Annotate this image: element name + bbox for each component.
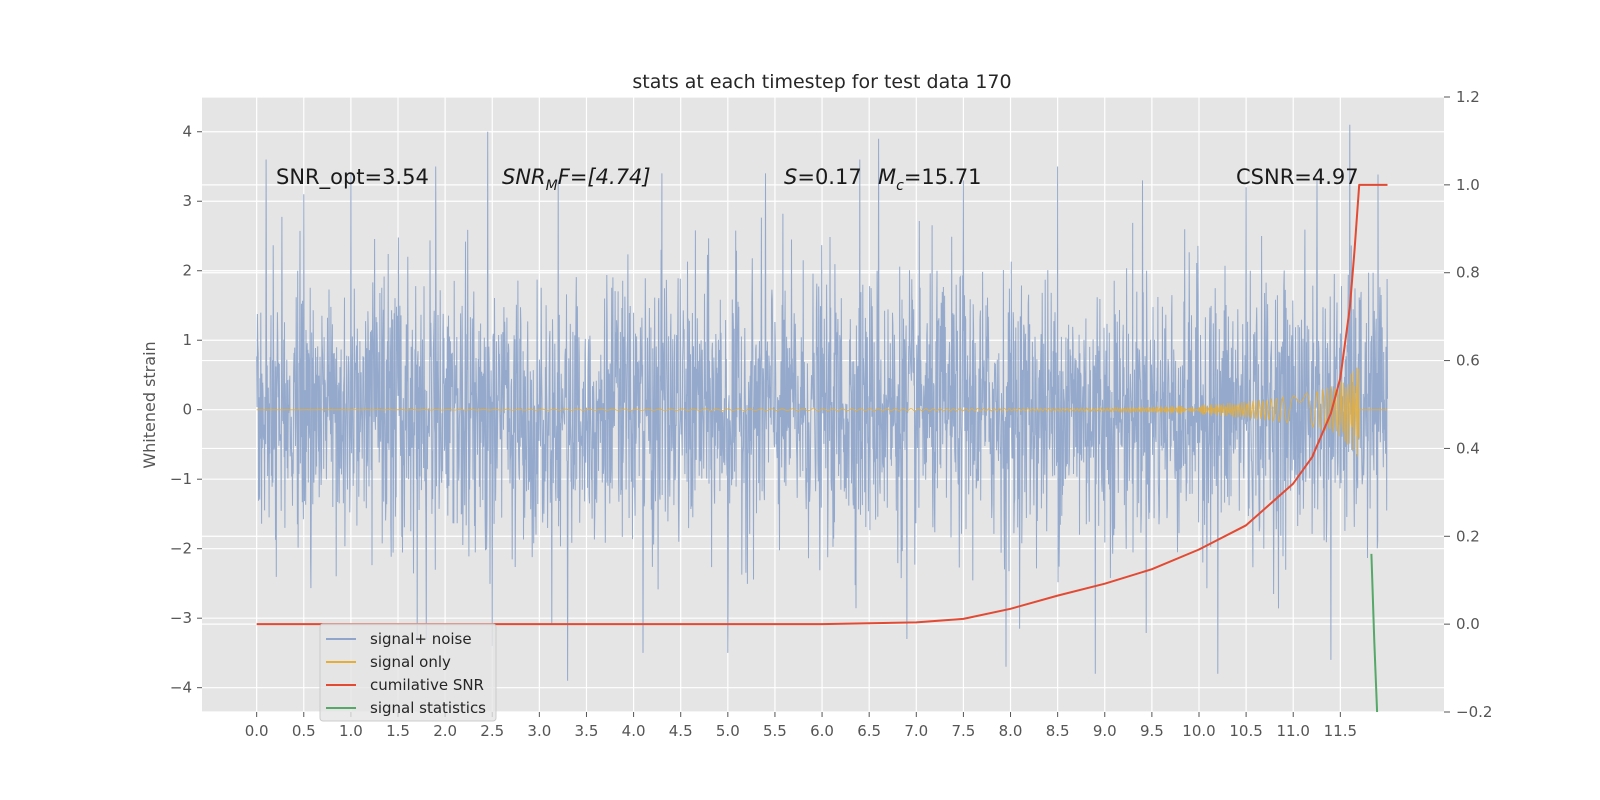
x-tick-label: 7.0 — [904, 722, 928, 740]
x-tick-label: 11.0 — [1277, 722, 1310, 740]
y-right-tick-label: 0.0 — [1456, 615, 1480, 633]
x-tick-label: 8.0 — [999, 722, 1023, 740]
x-tick-label: 7.5 — [951, 722, 975, 740]
x-tick-label: 11.5 — [1324, 722, 1357, 740]
x-tick-label: 4.5 — [669, 722, 693, 740]
annotation-csnr: CSNR=4.97 — [1236, 165, 1359, 189]
x-tick-label: 1.0 — [339, 722, 363, 740]
chart-title: stats at each timestep for test data 170 — [632, 71, 1011, 93]
x-tick-label: 3.5 — [575, 722, 599, 740]
x-tick-label: 2.5 — [480, 722, 504, 740]
y-right-tick-label: 0.8 — [1456, 264, 1480, 282]
y-tick-label: −1 — [170, 470, 192, 488]
annotation-mc: Mc=15.71 — [878, 165, 982, 194]
x-tick-label: 0.0 — [245, 722, 269, 740]
x-tick-label: 10.0 — [1182, 722, 1215, 740]
y-right-tick-label: 1.2 — [1456, 88, 1480, 106]
mc-value: =15.71 — [904, 165, 982, 189]
annotation-s: S=0.17 — [784, 165, 862, 189]
y-tick-label: 2 — [182, 262, 192, 280]
x-tick-label: 10.5 — [1229, 722, 1262, 740]
y-right-tick-label: −0.2 — [1456, 703, 1492, 721]
mc-symbol: M — [878, 165, 896, 189]
x-tick-label: 6.5 — [857, 722, 881, 740]
s-value: =0.17 — [797, 165, 861, 189]
axes: 0.0 0.5 1.0 1.5 2.0 2.5 3.0 3.5 4.0 4.5 5.0 5.5 6.0 6… — [170, 88, 1493, 740]
signal-only-line — [256, 367, 1388, 457]
y-tick-label: 0 — [182, 401, 192, 419]
snr-mf-symbol: SNR — [502, 165, 546, 189]
legend: signal+ noise signal only cumilative SNR… — [319, 623, 497, 722]
x-tick-label: 5.0 — [716, 722, 740, 740]
legend-label-signal-statistics: signal statistics — [370, 699, 486, 717]
y-tick-label: −4 — [170, 679, 192, 697]
x-tick-label: 2.0 — [433, 722, 457, 740]
x-tick-label: 9.0 — [1093, 722, 1117, 740]
x-tick-label: 5.5 — [763, 722, 787, 740]
y-tick-label: 4 — [182, 123, 192, 141]
y-right-tick-label: 0.4 — [1456, 439, 1480, 457]
x-tick-label: 3.0 — [527, 722, 551, 740]
x-tick-label: 8.5 — [1046, 722, 1070, 740]
annotation-snr-opt: SNR_opt=3.54 — [276, 165, 429, 190]
legend-label-cumulative-snr: cumilative SNR — [370, 676, 484, 694]
legend-label-signal-noise: signal+ noise — [370, 630, 472, 648]
cumulative-snr-line — [256, 183, 1388, 626]
x-tick-label: 1.5 — [386, 722, 410, 740]
legend-label-signal-only: signal only — [370, 653, 451, 671]
x-tick-label: 0.5 — [292, 722, 316, 740]
y-right-tick-label: 1.0 — [1456, 176, 1480, 194]
y-tick-label: 3 — [182, 192, 192, 210]
mc-subscript: c — [896, 178, 904, 194]
y-tick-label: 1 — [182, 331, 192, 349]
x-tick-label: 9.5 — [1140, 722, 1164, 740]
snr-mf-f: F=[4.74] — [558, 165, 651, 189]
signal-statistics-series — [1370, 553, 1379, 713]
y-tick-label: −2 — [170, 540, 192, 558]
signal-only-series — [256, 367, 1388, 457]
annotation-snr-mf: SNRMF=[4.74] — [502, 165, 651, 194]
s-symbol: S — [784, 165, 797, 189]
y-right-tick-label: 0.2 — [1456, 527, 1480, 545]
legend-frame — [319, 623, 497, 722]
snr-mf-subscript: M — [546, 178, 558, 194]
cumulative-snr-series — [256, 183, 1388, 626]
x-tick-label: 4.0 — [622, 722, 646, 740]
signal-statistics-line — [1370, 553, 1379, 713]
x-tick-label: 6.0 — [810, 722, 834, 740]
y-right-tick-label: 0.6 — [1456, 352, 1480, 370]
y-tick-label: −3 — [170, 609, 192, 627]
y-axis-label: Whitened strain — [140, 341, 159, 468]
